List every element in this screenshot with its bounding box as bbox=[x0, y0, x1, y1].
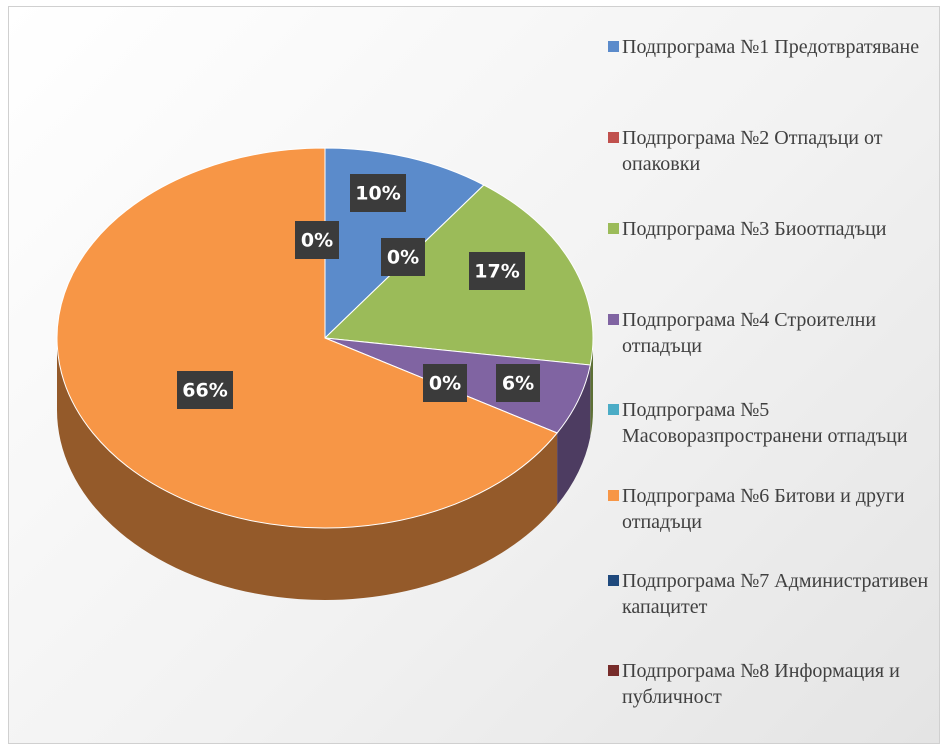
legend-swatch bbox=[608, 132, 619, 143]
pie-slice bbox=[323, 184, 594, 366]
data-label: 17% bbox=[474, 261, 519, 283]
legend-label: Подпрограма №2 Отпадъци от опаковки bbox=[622, 127, 883, 175]
legend-entry: Подпрограма №1 Предотвратяване bbox=[608, 34, 945, 60]
legend-entry: Подпрограма №8 Информация и публичност bbox=[608, 658, 945, 710]
pie-side bbox=[57, 338, 558, 600]
legend-entry: Подпрограма №5 Масоворазпространени отпа… bbox=[608, 397, 945, 449]
legend-swatch bbox=[608, 404, 619, 415]
data-label: 10% bbox=[355, 183, 400, 205]
legend-label: Подпрограма №5 Масоворазпространени отпа… bbox=[622, 399, 908, 447]
legend-entry: Подпрограма №7 Административен капацитет bbox=[608, 568, 945, 620]
data-label-box bbox=[295, 221, 339, 259]
data-label: 6% bbox=[502, 373, 534, 395]
data-label-box bbox=[350, 174, 406, 212]
legend-label: Подпрограма №1 Предотвратяване bbox=[622, 36, 920, 58]
legend-entry: Подпрограма №6 Битови и други отпадъци bbox=[608, 483, 945, 535]
legend-label: Подпрограма №4 Строителни отпадъци bbox=[622, 309, 877, 357]
legend-swatch bbox=[608, 41, 619, 52]
pie-side bbox=[557, 365, 591, 505]
legend-label: Подпрограма №6 Битови и други отпадъци bbox=[622, 485, 905, 533]
legend-swatch bbox=[608, 575, 619, 586]
legend-entry: Подпрограма №4 Строителни отпадъци bbox=[608, 307, 945, 359]
data-label-box bbox=[423, 364, 467, 402]
data-label-box bbox=[469, 252, 525, 290]
legend-entry: Подпрограма №3 Биоотпадъци bbox=[608, 216, 945, 242]
legend-swatch bbox=[608, 665, 619, 676]
data-label-box bbox=[177, 371, 233, 409]
legend-entry: Подпрограма №2 Отпадъци от опаковки bbox=[608, 125, 945, 177]
legend-label: Подпрограма №3 Биоотпадъци bbox=[622, 218, 887, 240]
data-label: 0% bbox=[387, 247, 419, 269]
legend-swatch bbox=[608, 490, 619, 501]
data-label-box bbox=[381, 238, 425, 276]
legend-swatch bbox=[608, 314, 619, 325]
legend-swatch bbox=[608, 223, 619, 234]
data-label: 66% bbox=[182, 380, 227, 402]
pie-slice bbox=[56, 147, 558, 529]
data-label-box bbox=[496, 364, 540, 402]
data-label: 0% bbox=[429, 373, 461, 395]
data-label: 0% bbox=[301, 230, 333, 252]
legend-label: Подпрограма №8 Информация и публичност bbox=[622, 660, 900, 708]
legend-label: Подпрограма №7 Административен капацитет bbox=[622, 570, 929, 618]
